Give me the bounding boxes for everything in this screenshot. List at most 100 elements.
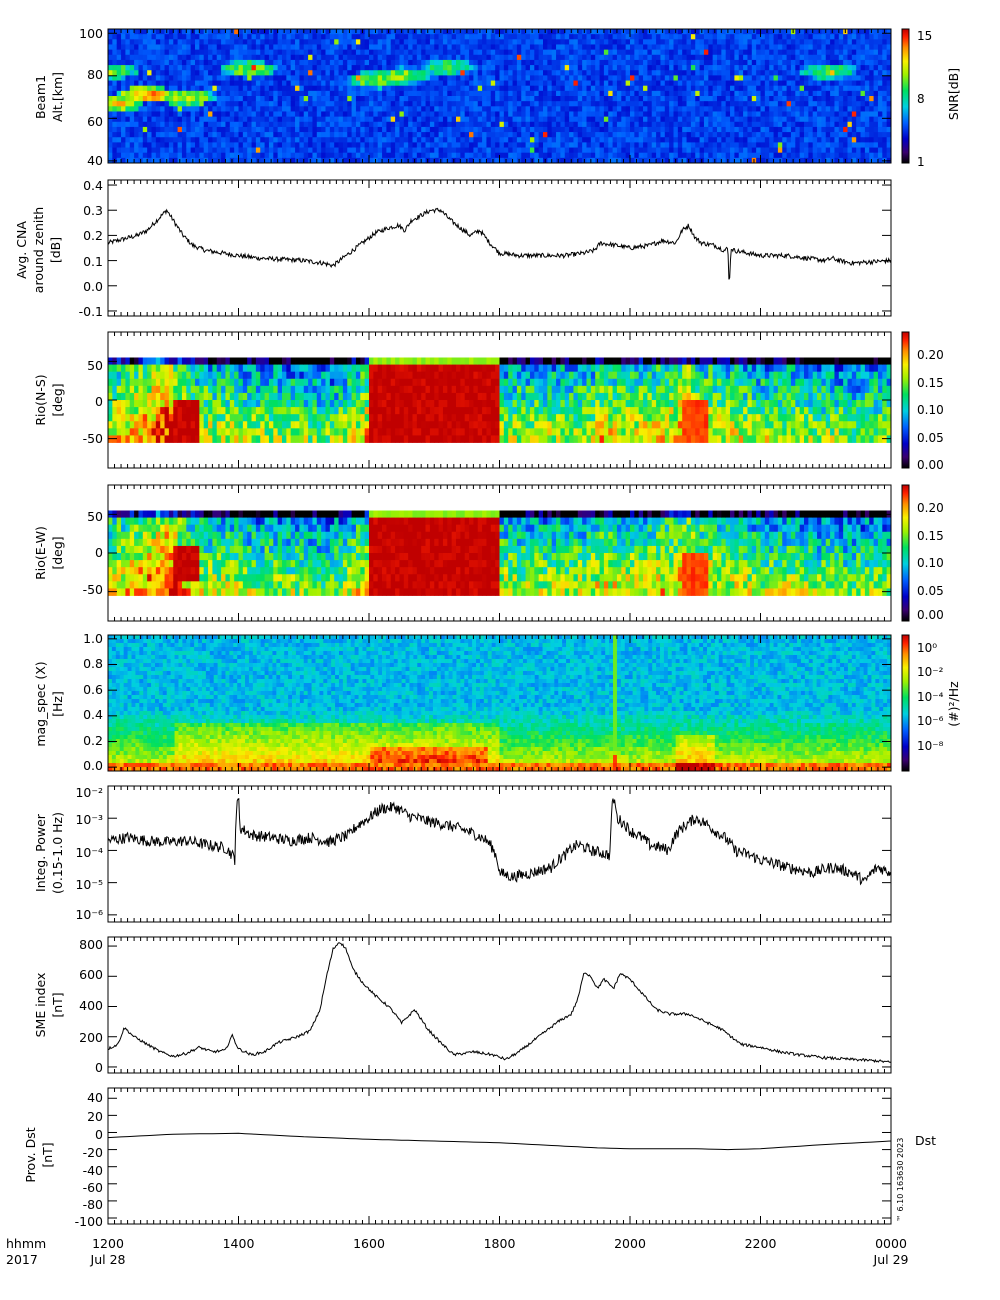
heat-cell — [191, 101, 196, 107]
heat-cell — [782, 75, 787, 81]
heat-cell — [143, 117, 148, 123]
heat-cell — [691, 60, 696, 66]
heat-cell — [199, 70, 204, 76]
heat-cell — [330, 153, 335, 159]
heat-cell — [665, 101, 670, 107]
heat-cell — [456, 39, 461, 45]
heat-cell — [530, 60, 535, 66]
heat-cell — [856, 60, 861, 66]
heat-cell — [600, 81, 605, 87]
heat-cell — [721, 55, 726, 61]
heat-cell — [247, 117, 252, 123]
heat-cell — [526, 117, 531, 123]
heat-cell — [295, 75, 300, 81]
heat-cell — [747, 39, 752, 45]
heat-cell — [460, 132, 465, 138]
heat-cell — [360, 60, 365, 66]
heat-cell — [330, 101, 335, 107]
heat-cell — [399, 75, 404, 81]
heat-cell — [182, 39, 187, 45]
heat-cell — [726, 137, 731, 143]
heat-cell — [539, 127, 544, 133]
heat-cell — [312, 111, 317, 117]
heat-cell — [695, 34, 700, 40]
heat-cell — [282, 55, 287, 61]
heat-cell — [443, 39, 448, 45]
heat-cell — [839, 75, 844, 81]
beam1-ylabel-1: Beam1 — [33, 75, 48, 119]
heat-cell — [608, 50, 613, 56]
heat-cell — [386, 86, 391, 92]
heat-cell — [169, 148, 174, 154]
heat-cell — [704, 70, 709, 76]
heat-cell — [478, 44, 483, 50]
heat-cell — [217, 91, 222, 97]
heat-cell — [617, 86, 622, 92]
heat-cell — [587, 65, 592, 71]
heat-cell — [565, 65, 570, 71]
heat-cell — [582, 81, 587, 87]
heat-cell — [339, 137, 344, 143]
heat-cell — [378, 44, 383, 50]
heat-cell — [330, 132, 335, 138]
heat-cell — [208, 55, 213, 61]
heat-cell — [447, 60, 452, 66]
heat-cell — [600, 142, 605, 148]
heat-cell — [626, 111, 631, 117]
heat-cell — [138, 91, 143, 97]
heat-cell — [573, 34, 578, 40]
heat-cell — [743, 111, 748, 117]
heat-cell — [656, 106, 661, 112]
heat-cell — [221, 127, 226, 133]
heat-cell — [708, 137, 713, 143]
heat-cell — [704, 101, 709, 107]
heat-cell — [321, 75, 326, 81]
heat-cell — [204, 55, 209, 61]
heat-cell — [321, 60, 326, 66]
heat-cell — [595, 91, 600, 97]
heat-cell — [787, 111, 792, 117]
heat-cell — [695, 50, 700, 56]
heat-cell — [486, 70, 491, 76]
heat-cell — [439, 34, 444, 40]
heat-cell — [286, 55, 291, 61]
heat-cell — [160, 86, 165, 92]
heat-cell — [269, 132, 274, 138]
heat-cell — [634, 50, 639, 56]
heat-cell — [465, 117, 470, 123]
heat-cell — [265, 132, 270, 138]
heat-cell — [330, 91, 335, 97]
heat-cell — [134, 148, 139, 154]
heat-cell — [665, 50, 670, 56]
heat-cell — [765, 148, 770, 154]
heat-cell — [495, 86, 500, 92]
heat-cell — [778, 50, 783, 56]
heat-cell — [247, 70, 252, 76]
heat-cell — [199, 65, 204, 71]
heat-cell — [660, 137, 665, 143]
heat-cell — [225, 29, 230, 35]
heat-cell — [399, 81, 404, 87]
heat-cell — [321, 55, 326, 61]
heat-cell — [500, 142, 505, 148]
heat-cell — [317, 81, 322, 87]
heat-cell — [791, 148, 796, 154]
heat-cell — [373, 65, 378, 71]
heat-cell — [378, 81, 383, 87]
heat-cell — [478, 39, 483, 45]
heat-cell — [774, 142, 779, 148]
heat-cell — [156, 81, 161, 87]
heat-cell — [874, 142, 879, 148]
heat-cell — [482, 44, 487, 50]
heat-cell — [778, 91, 783, 97]
heat-cell — [373, 34, 378, 40]
heat-cell — [456, 91, 461, 97]
heat-cell — [169, 34, 174, 40]
heat-cell — [386, 106, 391, 112]
heat-cell — [330, 106, 335, 112]
heat-cell — [386, 34, 391, 40]
heat-cell — [734, 148, 739, 154]
heat-cell — [339, 122, 344, 128]
heat-cell — [869, 106, 874, 112]
heat-cell — [513, 101, 518, 107]
